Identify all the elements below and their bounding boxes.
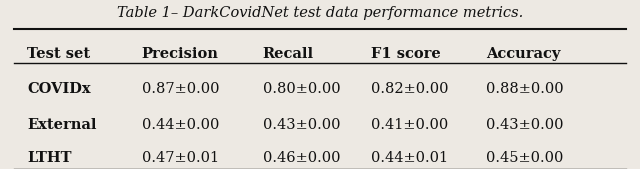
- Text: 0.46±0.00: 0.46±0.00: [262, 151, 340, 165]
- Text: 0.82±0.00: 0.82±0.00: [371, 82, 449, 96]
- Text: 0.44±0.01: 0.44±0.01: [371, 151, 448, 165]
- Text: Accuracy: Accuracy: [486, 47, 560, 61]
- Text: Precision: Precision: [141, 47, 218, 61]
- Text: 0.43±0.00: 0.43±0.00: [262, 118, 340, 131]
- Text: 0.88±0.00: 0.88±0.00: [486, 82, 563, 96]
- Text: 0.47±0.01: 0.47±0.01: [141, 151, 219, 165]
- Text: Test set: Test set: [27, 47, 90, 61]
- Text: Table 1– DarkCovidNet test data performance metrics.: Table 1– DarkCovidNet test data performa…: [117, 6, 523, 20]
- Text: F1 score: F1 score: [371, 47, 441, 61]
- Text: 0.44±0.00: 0.44±0.00: [141, 118, 219, 131]
- Text: 0.80±0.00: 0.80±0.00: [262, 82, 340, 96]
- Text: COVIDx: COVIDx: [27, 82, 90, 96]
- Text: 0.45±0.00: 0.45±0.00: [486, 151, 563, 165]
- Text: 0.41±0.00: 0.41±0.00: [371, 118, 448, 131]
- Text: 0.87±0.00: 0.87±0.00: [141, 82, 219, 96]
- Text: External: External: [27, 118, 97, 131]
- Text: Recall: Recall: [262, 47, 314, 61]
- Text: LTHT: LTHT: [27, 151, 72, 165]
- Text: 0.43±0.00: 0.43±0.00: [486, 118, 563, 131]
